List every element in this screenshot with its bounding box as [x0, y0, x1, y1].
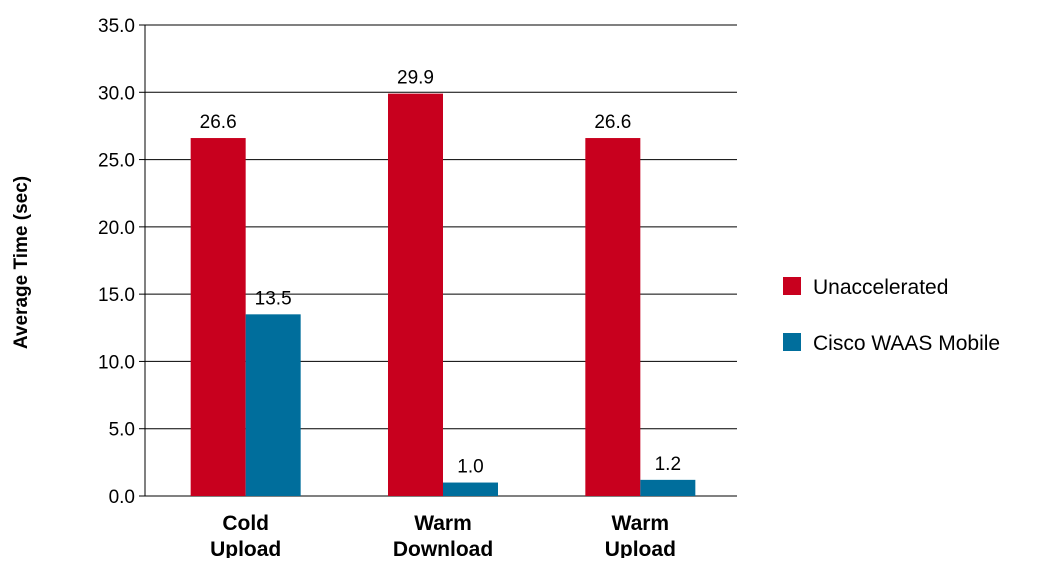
x-tick-label: Warm: [612, 512, 670, 535]
data-label: 1.2: [655, 454, 681, 475]
data-label: 1.0: [457, 457, 483, 478]
bar: [640, 479, 696, 496]
y-tick-label: 25.0: [98, 151, 135, 172]
x-tick-label: Upload: [605, 538, 676, 558]
data-label: 29.9: [397, 68, 434, 89]
bars: [190, 93, 696, 497]
x-tick-label: Download: [393, 538, 493, 558]
y-tick-label: 20.0: [98, 218, 135, 239]
x-tick-label: Upload: [210, 538, 281, 558]
data-label: 26.6: [200, 112, 237, 133]
data-label: 26.6: [594, 112, 631, 133]
y-tick-label: 5.0: [109, 420, 135, 441]
y-tick-label: 35.0: [98, 16, 135, 37]
labels: 0.0 5.0 10.0 15.0 20.0 25.0 30.0 35.0 Average Ti…: [11, 16, 681, 561]
y-tick-label: 15.0: [98, 285, 135, 306]
bar: [245, 314, 301, 496]
y-tick-label: 10.0: [98, 352, 135, 373]
bar: [190, 138, 246, 497]
y-axis-title: Average Time (sec): [11, 176, 32, 349]
axes: [139, 24, 146, 497]
legend: Unaccelerated Cisco WAAS Mobile: [783, 276, 1000, 355]
bar: [443, 482, 498, 496]
legend-swatch: [783, 277, 801, 295]
legend-label: Cisco WAAS Mobile: [813, 332, 1000, 355]
bar: [388, 93, 443, 496]
x-tick-label: Warm: [414, 512, 472, 535]
y-tick-label: 30.0: [98, 83, 135, 104]
data-label: 13.5: [255, 288, 292, 309]
legend-label: Unaccelerated: [813, 276, 948, 299]
y-tick-label: 0.0: [109, 487, 135, 508]
bar: [585, 138, 641, 497]
legend-swatch: [783, 333, 801, 351]
x-tick-label: Cold: [222, 512, 269, 535]
